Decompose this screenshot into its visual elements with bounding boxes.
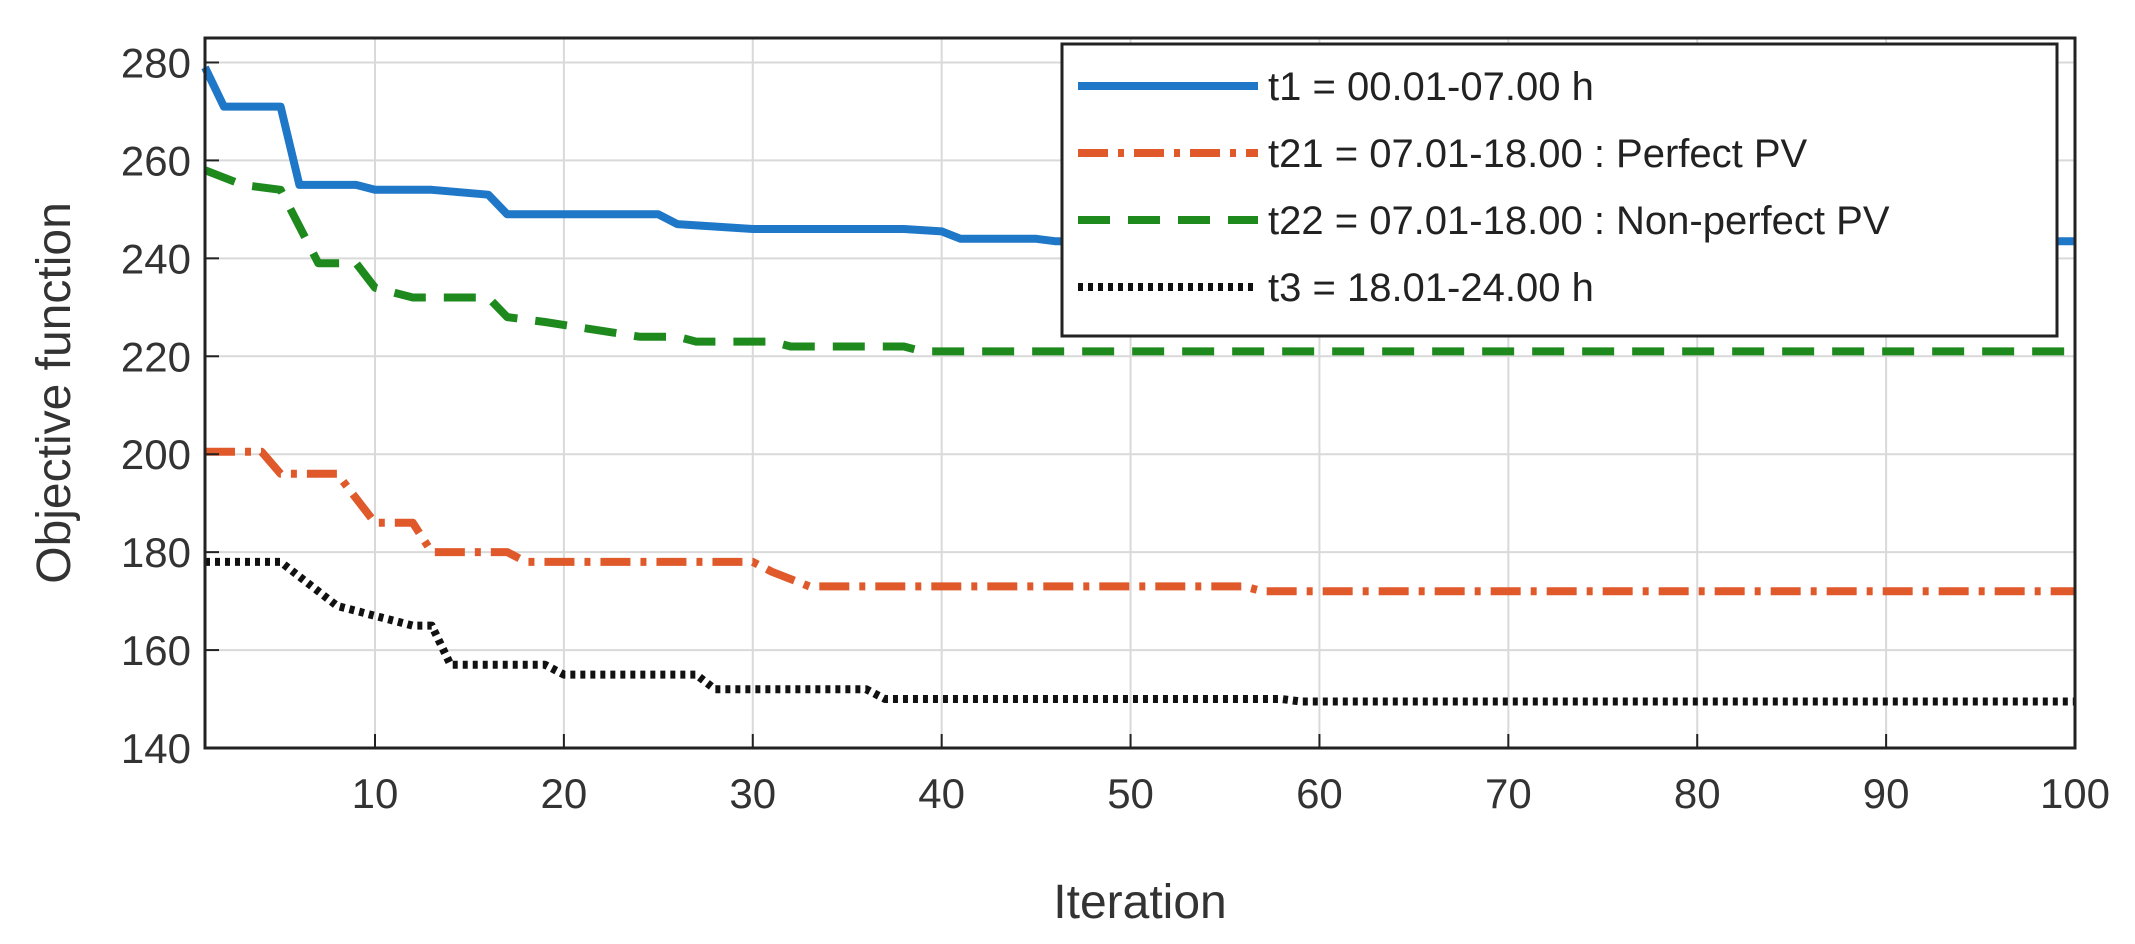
x-tick-label: 10: [352, 770, 399, 817]
y-tick-label: 240: [121, 235, 191, 282]
x-tick-label: 40: [918, 770, 965, 817]
legend-label-1: t1 = 00.01-07.00 h: [1268, 65, 1594, 109]
x-tick-label: 20: [541, 770, 588, 817]
x-tick-label: 100: [2040, 770, 2110, 817]
x-tick-label: 80: [1674, 770, 1721, 817]
x-tick-label: 30: [729, 770, 776, 817]
series-line-1: [201, 65, 2075, 246]
y-axis-title: Objective function: [28, 202, 81, 584]
legend: t1 = 00.01-07.00 h t21 = 07.01-18.00 : Pe…: [1060, 42, 2059, 338]
y-tick-label: 140: [121, 725, 191, 772]
x-tick-label: 90: [1863, 770, 1910, 817]
legend-label-4: t3 = 18.01-24.00 h: [1268, 266, 1594, 310]
y-tick-label: 260: [121, 137, 191, 184]
x-axis-title: Iteration: [1053, 876, 1226, 929]
y-tick-label: 160: [121, 627, 191, 674]
legend-box: [1060, 42, 2059, 338]
x-tick-label: 70: [1485, 770, 1532, 817]
legend-label-2: t21 = 07.01-18.00 : Perfect PV: [1268, 132, 1808, 176]
plot-frame: [203, 36, 2077, 750]
y-tick-label: 280: [121, 39, 191, 86]
x-tick-label: 60: [1296, 770, 1343, 817]
y-tick-label: 180: [121, 529, 191, 576]
y-tick-label: 220: [121, 333, 191, 380]
y-tick-label: 200: [121, 431, 191, 478]
series-line-3: [203, 166, 2075, 356]
legend-label-3: t22 = 07.01-18.00 : Non-perfect PV: [1268, 199, 1890, 243]
series-line-2: [205, 447, 2075, 596]
x-tick-label: 50: [1107, 770, 1154, 817]
axis-ticks: 10 20 30 40 50 60 70 80 90 100 140 160 180 200 220 240 2…: [121, 39, 2110, 817]
plot-lines: [201, 65, 2075, 706]
